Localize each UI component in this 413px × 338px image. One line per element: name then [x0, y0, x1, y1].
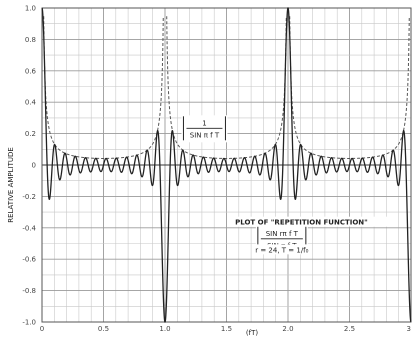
x-tick-label: 0: [40, 325, 44, 333]
parameters-text: r = 24, T = 1/f₀: [255, 246, 308, 254]
y-tick-label: -0.4: [22, 224, 36, 232]
repetition-function-curve: [41, 6, 412, 324]
x-axis-label: (fT): [246, 329, 258, 337]
y-tick-label: 0.8: [25, 36, 36, 44]
x-tick-label: 2.0: [282, 325, 293, 333]
envelope-numerator: 1: [202, 119, 206, 127]
envelope-curve: [43, 16, 410, 159]
y-tick-label: -1.0: [22, 319, 36, 327]
x-tick-label: 3: [407, 325, 411, 333]
envelope-denominator: SIN π f T: [190, 131, 220, 139]
y-tick-label: -0.6: [22, 256, 36, 264]
y-tick-label: 1.0: [25, 5, 36, 13]
y-tick-label: 0: [32, 162, 36, 170]
y-tick-label: 0.6: [25, 67, 37, 75]
formula-numerator: SIN rπ f T: [266, 230, 299, 238]
x-tick-label: 1.5: [221, 325, 232, 333]
plot-title-annotation: PLOT OF "REPETITION FUNCTION"SIN rπ f TS…: [233, 216, 394, 255]
tick-labels: 1.0 0.8 0.6 0.4 0.2 0 -0.2 -0.4 -0.6 -0.8 -1.0 0 0.5…: [22, 5, 411, 334]
y-tick-label: -0.8: [22, 287, 36, 295]
x-tick-label: 0.5: [98, 325, 109, 333]
y-axis-label: RELATIVE AMPLITUDE: [7, 147, 15, 223]
plot-title-text: PLOT OF "REPETITION FUNCTION": [235, 219, 368, 227]
envelope-annotation: 1 SIN π f T: [181, 115, 228, 143]
plot-frame: [41, 7, 412, 323]
x-tick-label: 1.0: [159, 325, 170, 333]
y-tick-label: 0.4: [25, 99, 37, 107]
y-tick-label: -0.2: [22, 193, 36, 201]
x-tick-label: 2.5: [344, 325, 355, 333]
y-tick-label: 0.2: [25, 130, 36, 138]
